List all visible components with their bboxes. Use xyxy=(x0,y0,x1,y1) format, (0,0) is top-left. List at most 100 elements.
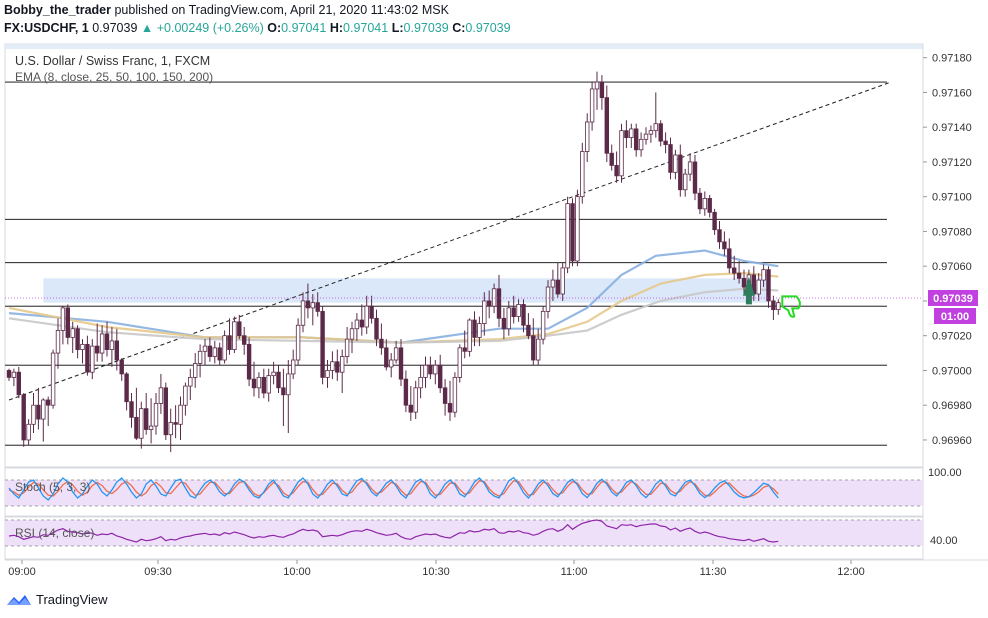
candle-down xyxy=(501,317,507,330)
candle-up xyxy=(31,404,36,425)
candle-up xyxy=(271,371,276,377)
candle-up xyxy=(761,269,766,281)
price-axis[interactable]: 0.97180 0.97160 0.97140 0.97120 0.97100 0.970… xyxy=(923,53,972,447)
ema-legend: EMA (8, close, 25, 50, 100, 150, 200) xyxy=(15,70,213,84)
candle-up xyxy=(212,347,217,357)
candle-up xyxy=(776,302,781,311)
candle-down xyxy=(384,347,389,368)
candle-up xyxy=(643,133,649,140)
candle-up xyxy=(560,267,565,295)
time-tick-label: 11:30 xyxy=(700,566,727,578)
candle-down xyxy=(46,399,51,406)
candle-up xyxy=(153,403,159,427)
candle-up xyxy=(70,328,75,338)
candle-down xyxy=(668,144,673,173)
candle-down xyxy=(599,81,605,99)
candle-up xyxy=(109,340,115,350)
candle-down xyxy=(6,370,12,378)
candle-down xyxy=(727,248,732,269)
main-pane[interactable] xyxy=(4,43,924,468)
candle-down xyxy=(428,364,433,375)
candle-down xyxy=(320,310,325,378)
candle-up xyxy=(575,196,580,262)
candle-down xyxy=(85,343,90,373)
candle-down xyxy=(315,302,320,312)
open-label: O: xyxy=(267,21,282,35)
publisher-name[interactable]: Bobby_the_trader xyxy=(4,3,111,17)
footer-brand[interactable]: TradingView xyxy=(36,592,108,607)
candle-down xyxy=(173,422,178,425)
candle-down xyxy=(555,279,560,295)
price-tick-label: 0.97080 xyxy=(932,226,972,238)
candle-down xyxy=(134,416,139,439)
price-tick-label: 0.96980 xyxy=(932,400,972,412)
time-tick-label: 09:30 xyxy=(144,566,172,578)
time-tick-label: 10:00 xyxy=(283,566,311,578)
candle-up xyxy=(197,350,203,364)
candle-up xyxy=(256,376,262,389)
candle-up xyxy=(168,422,173,436)
candle-down xyxy=(771,300,776,311)
price-tick-label: 0.97120 xyxy=(932,157,972,169)
close-value: 0.97039 xyxy=(465,21,511,35)
last-price-tag-text: 0.97039 xyxy=(933,293,973,305)
up-arrow-icon: ▲ xyxy=(140,21,154,35)
candle-down xyxy=(697,192,703,210)
candle-up xyxy=(295,324,301,361)
candle-down xyxy=(521,304,526,326)
price-tick-label: 0.97160 xyxy=(932,87,972,99)
candle-down xyxy=(227,335,232,350)
candle-up xyxy=(300,300,306,326)
stoch-axis-label: 100.00 xyxy=(928,467,962,479)
low-label: L: xyxy=(391,21,404,35)
candle-up xyxy=(349,328,355,340)
symbol-line: FX:USDCHF, 1 0.97039 ▲ +0.00249 (+0.26%)… xyxy=(4,21,511,35)
stoch-title: Stoch (5, 3, 3) xyxy=(15,480,90,494)
candle-up xyxy=(339,356,345,373)
candle-down xyxy=(741,277,747,288)
candle-up xyxy=(702,198,707,210)
candle-down xyxy=(16,371,21,396)
rsi-line xyxy=(8,519,779,543)
candle-down xyxy=(335,361,340,373)
candle-down xyxy=(114,340,119,361)
candle-up xyxy=(433,364,438,375)
candle-down xyxy=(276,371,281,389)
chart-canvas[interactable]: 0.97180 0.97160 0.97140 0.97120 0.97100 0.970… xyxy=(0,0,988,590)
candle-up xyxy=(477,323,482,338)
candle-up xyxy=(594,81,600,90)
footer: TradingView xyxy=(6,592,108,607)
price-tick-label: 0.97060 xyxy=(932,261,972,273)
candle-up xyxy=(188,376,193,387)
candle-up xyxy=(506,307,511,330)
top-strip xyxy=(5,44,923,49)
price-tick-label: 0.97020 xyxy=(932,331,972,343)
time-axis[interactable]: 09:00 09:30 10:00 10:30 11:00 11:30 12:00 xyxy=(8,560,865,578)
candle-up xyxy=(565,203,570,269)
candle-down xyxy=(766,269,771,302)
candle-down xyxy=(217,347,222,361)
candle-down xyxy=(496,288,502,319)
candle-up xyxy=(60,307,66,331)
price-tick-label: 0.96960 xyxy=(932,435,972,447)
price-tick-label: 0.97140 xyxy=(932,122,972,134)
published-text: published on TradingView.com, April 21, … xyxy=(114,3,449,17)
rsi-title: RSI (14, close) xyxy=(15,526,94,540)
candle-up xyxy=(482,300,487,324)
candle-up xyxy=(467,319,472,352)
candle-down xyxy=(65,307,70,338)
candle-down xyxy=(359,319,364,328)
candle-down xyxy=(442,387,448,404)
candle-up xyxy=(491,288,497,307)
candle-up xyxy=(589,88,595,123)
candle-down xyxy=(143,408,149,430)
candle-up xyxy=(183,385,188,406)
candle-down xyxy=(163,387,168,436)
low-value: 0.97039 xyxy=(403,21,449,35)
candle-up xyxy=(585,121,590,152)
candle-down xyxy=(624,130,629,139)
candle-up xyxy=(26,423,31,441)
candle-up xyxy=(266,375,271,394)
countdown-tag-text: 01:00 xyxy=(941,311,969,323)
candle-up xyxy=(545,286,551,312)
